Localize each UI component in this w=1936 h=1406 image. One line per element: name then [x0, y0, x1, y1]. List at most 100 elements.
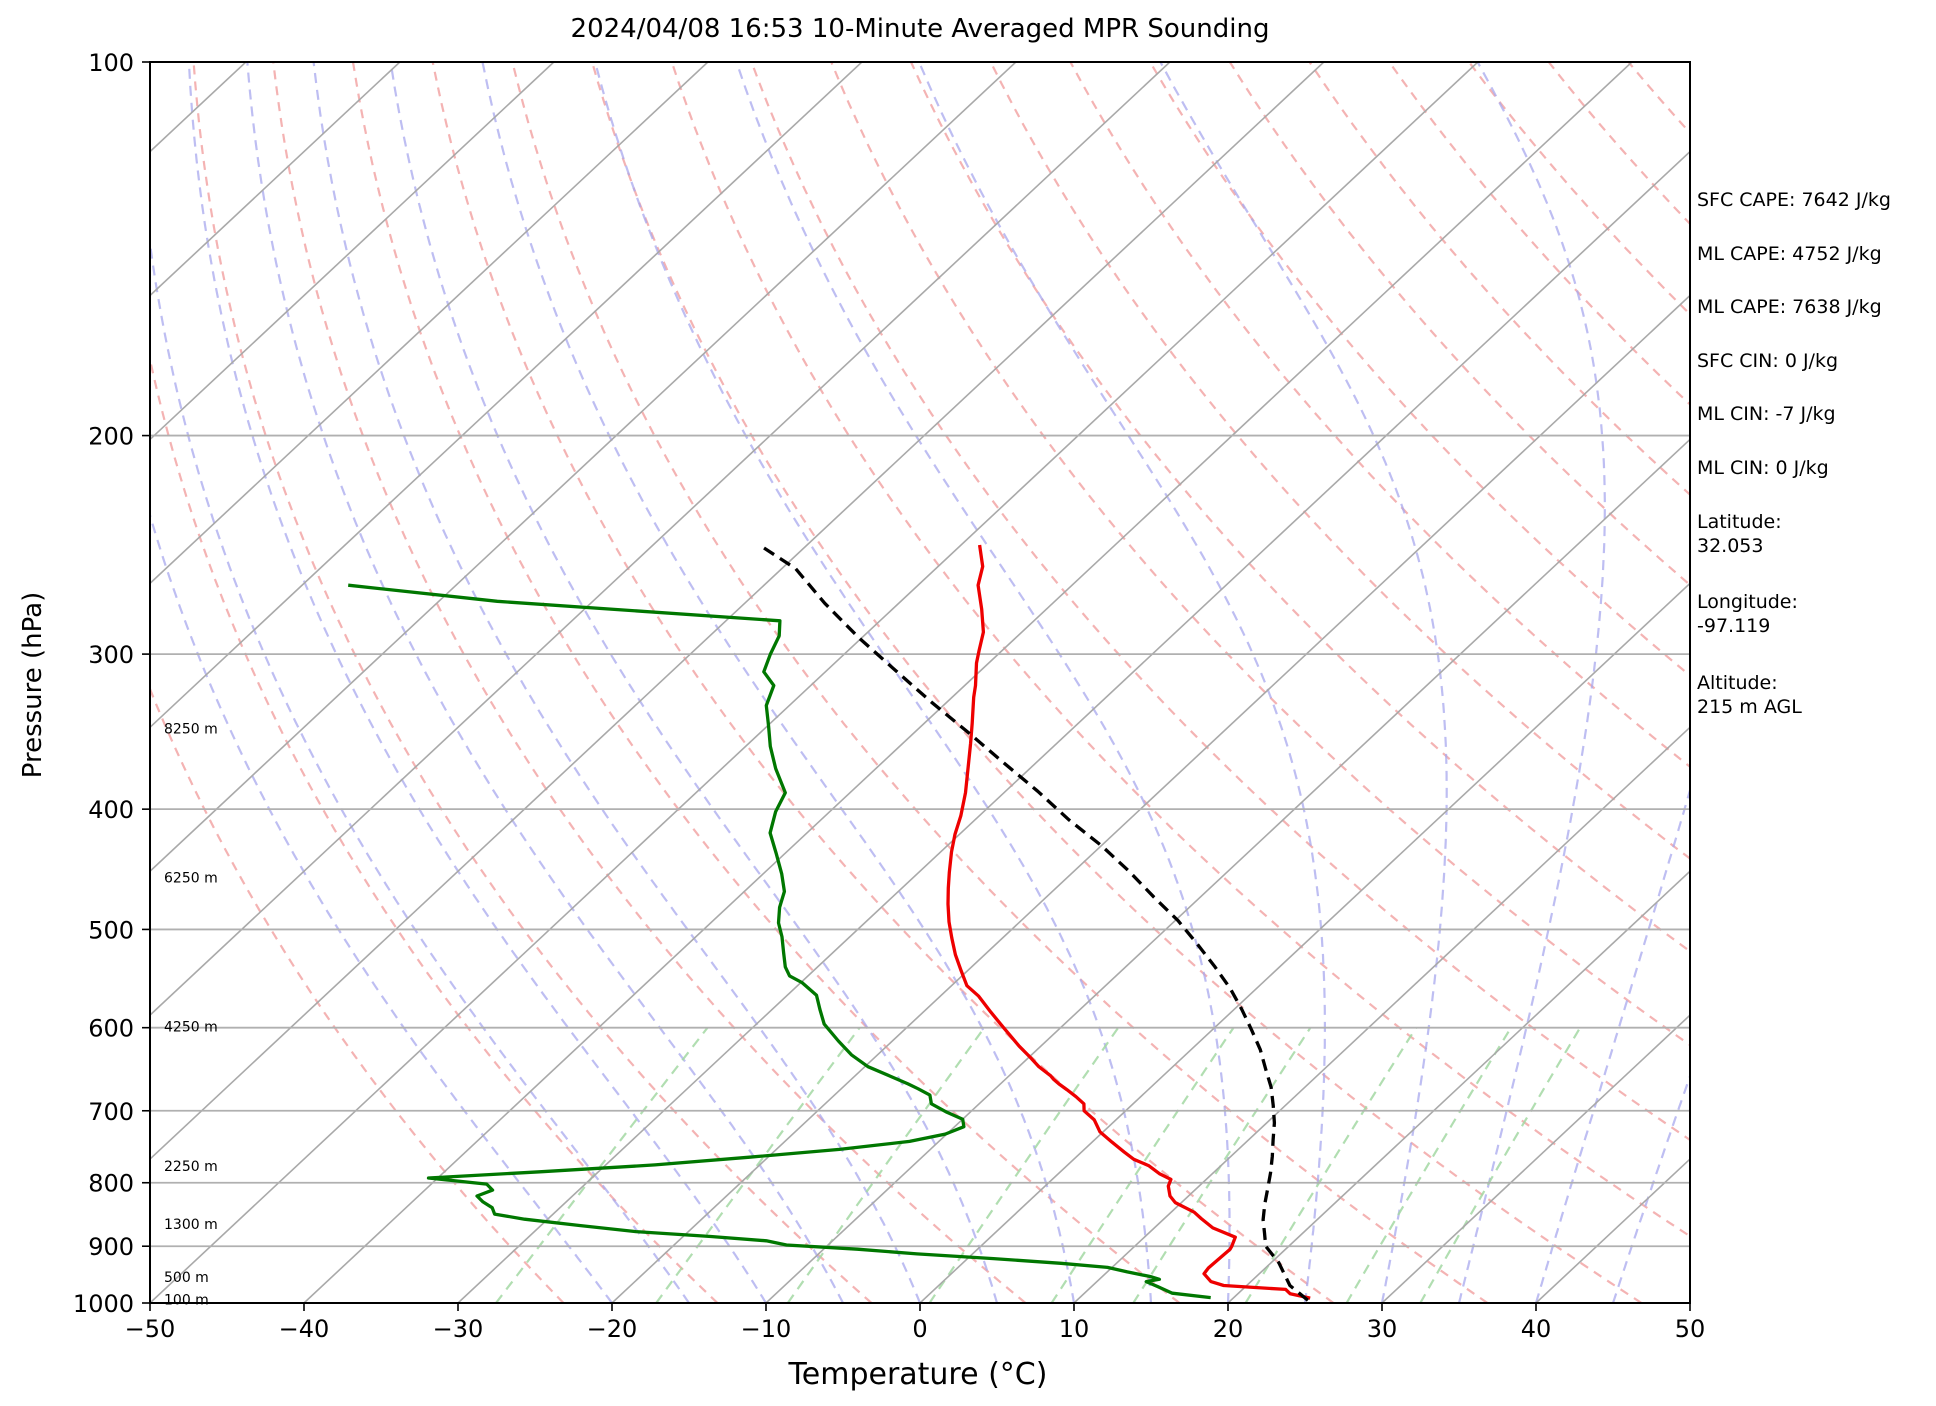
dry-adiabat — [591, 62, 1643, 1303]
height-label: 2250 m — [164, 1159, 218, 1175]
longitude-label: Longitude: -97.119 — [1697, 591, 1798, 637]
isotherm — [457, 150, 1690, 1303]
sounding-profiles — [348, 543, 1311, 1302]
x-tick-label: −10 — [741, 1315, 792, 1343]
moist-adiabat — [1159, 62, 1448, 1303]
x-tick-label: 20 — [1213, 1315, 1244, 1343]
ml-cape-label-2: ML CAPE: 7638 J/kg — [1697, 296, 1882, 318]
isotherm — [150, 62, 1479, 1303]
height-label: 1300 m — [164, 1217, 218, 1233]
height-labels: 8250 m 6250 m 4250 m 2250 m 1300 m 500 m 100 m — [164, 721, 218, 1308]
x-axis-title: Temperature (°C) — [788, 1357, 1048, 1392]
axis-ticks: −50 −40 −30 −20 −10 0 10 20 30 40 50 100 200 300 400 50… — [73, 49, 1705, 1343]
y-tick-label: 100 — [88, 49, 134, 77]
chart-title: 2024/04/08 16:53 10-Minute Averaged MPR … — [570, 14, 1270, 44]
mixing-ratio-line — [495, 1027, 709, 1303]
mixing-ratio-line — [1050, 1027, 1235, 1303]
moist-adiabat — [246, 62, 844, 1303]
mixing-ratio-line — [1345, 1027, 1512, 1303]
dry-adiabat — [192, 62, 873, 1303]
x-tick-label: −50 — [125, 1315, 176, 1343]
moist-adiabat — [481, 62, 1076, 1303]
x-tick-label: −20 — [587, 1315, 638, 1343]
x-tick-label: 40 — [1521, 1315, 1552, 1343]
altitude-label: Altitude: 215 m AGL — [1697, 672, 1802, 718]
dry-adiabat — [511, 62, 1489, 1303]
mixing-ratio-line — [786, 1027, 986, 1303]
isotherm — [150, 62, 1325, 1161]
dry-adiabat — [670, 62, 1690, 1238]
moist-adiabat — [1534, 786, 1690, 1303]
x-tick-label: −30 — [433, 1315, 484, 1343]
moist-adiabat — [1611, 1073, 1690, 1303]
dry-adiabat — [431, 62, 1335, 1303]
mixing-ratio-line — [1132, 1027, 1312, 1303]
isotherm — [1381, 1014, 1690, 1303]
dry-adiabat — [1149, 62, 1690, 677]
temperature-line — [946, 544, 1311, 1300]
isotherm — [303, 62, 1633, 1303]
moist-adiabat — [150, 511, 613, 1303]
x-tick-label: −40 — [279, 1315, 330, 1343]
isotherm — [150, 62, 555, 441]
isotherm — [611, 294, 1690, 1303]
y-tick-label: 300 — [88, 641, 134, 669]
y-tick-label: 500 — [88, 916, 134, 944]
moist-adiabat — [389, 62, 999, 1303]
x-tick-label: 10 — [1059, 1315, 1090, 1343]
x-tick-label: 30 — [1367, 1315, 1398, 1343]
isobar-grid — [150, 434, 1690, 1248]
isotherm — [1073, 726, 1690, 1303]
parcel-line — [758, 543, 1309, 1302]
dry-adiabat — [272, 62, 1027, 1303]
moist-adiabat — [1457, 62, 1606, 1303]
moist-adiabat — [594, 62, 1153, 1303]
dry-adiabat — [150, 354, 719, 1303]
height-label: 100 m — [164, 1292, 209, 1308]
height-label: 4250 m — [164, 1020, 218, 1036]
mixing-ratio-line — [1244, 1027, 1418, 1303]
reference-lines — [150, 62, 1690, 1303]
x-tick-label: 0 — [912, 1315, 927, 1343]
y-tick-label: 400 — [88, 796, 134, 824]
mixing-ratio-line — [655, 1027, 861, 1303]
ml-cin-label: ML CIN: -7 J/kg — [1697, 403, 1836, 425]
sfc-cape-label: SFC CAPE: 7642 J/kg — [1697, 189, 1891, 211]
y-tick-label: 200 — [88, 423, 134, 451]
dry-adiabat — [1069, 62, 1690, 769]
dry-adiabats — [150, 62, 1690, 1303]
latitude-label: Latitude: 32.053 — [1697, 511, 1782, 557]
moist-adiabat — [187, 62, 767, 1303]
moist-adiabat — [312, 62, 922, 1303]
moist-adiabat — [917, 62, 1327, 1303]
dewpoint-line — [348, 583, 1211, 1300]
height-label: 500 m — [164, 1270, 209, 1286]
isotherm — [765, 438, 1690, 1303]
isotherm — [919, 582, 1690, 1303]
moist-adiabat — [735, 62, 1231, 1303]
isotherm — [150, 62, 1017, 873]
isotherm — [1227, 870, 1690, 1303]
dry-adiabat — [1388, 62, 1690, 406]
isotherm — [150, 62, 709, 585]
y-tick-label: 800 — [88, 1170, 134, 1198]
mixing-ratio-line — [1419, 1027, 1582, 1303]
dry-adiabat — [910, 62, 1690, 953]
isotherm — [150, 62, 1171, 1017]
y-tick-label: 900 — [88, 1233, 134, 1261]
moist-adiabats — [150, 62, 1690, 1303]
isotherm — [150, 62, 863, 729]
isotherm — [150, 62, 401, 297]
ml-cape-label: ML CAPE: 4752 J/kg — [1697, 243, 1882, 265]
moist-adiabat — [150, 235, 690, 1303]
dry-adiabat — [989, 62, 1690, 860]
isotherms — [150, 62, 1690, 1303]
mixing-ratio-lines — [495, 1027, 1582, 1303]
y-tick-label: 1000 — [73, 1290, 134, 1318]
y-axis-title: Pressure (hPa) — [18, 591, 48, 779]
dry-adiabat — [351, 62, 1181, 1303]
x-tick-label: 50 — [1675, 1315, 1706, 1343]
height-label: 6250 m — [164, 871, 218, 887]
dry-adiabat — [150, 686, 565, 1303]
